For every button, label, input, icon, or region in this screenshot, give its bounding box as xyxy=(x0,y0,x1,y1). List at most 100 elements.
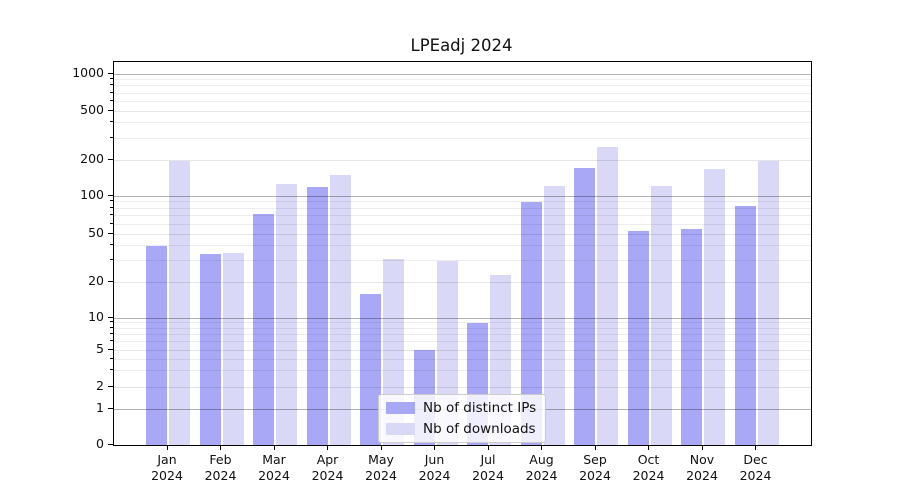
x-tick-label-nov: Nov 2024 xyxy=(672,452,732,483)
x-tick-year: 2024 xyxy=(579,467,611,483)
y-tick-mark xyxy=(108,72,113,74)
gridline-minor xyxy=(114,260,811,262)
gridline-minor xyxy=(114,223,811,225)
y-tick-mark xyxy=(108,385,113,387)
bar-downloads-jan xyxy=(169,160,190,445)
y-tick-mark-minor xyxy=(110,244,113,246)
bar-distinct-ips-dec xyxy=(734,205,756,445)
legend-swatch-distinct-ips xyxy=(386,402,415,414)
y-tick-label: 50 xyxy=(88,225,104,240)
y-tick-label: 500 xyxy=(80,102,104,117)
y-tick-label: 20 xyxy=(88,273,104,288)
x-tick-month: Oct xyxy=(637,452,660,467)
x-tick-mark xyxy=(380,445,382,450)
gridline xyxy=(114,281,811,283)
y-tick-mark xyxy=(108,232,113,234)
x-tick-year: 2024 xyxy=(311,467,344,483)
y-tick-mark-minor xyxy=(110,91,113,93)
gridline-major xyxy=(114,73,811,75)
gridline-minor xyxy=(114,85,811,87)
gridline-minor xyxy=(114,79,811,81)
bar-downloads-mar xyxy=(276,184,297,445)
legend-label-distinct-ips: Nb of distinct IPs xyxy=(423,400,537,416)
legend-entry-downloads: Nb of downloads xyxy=(386,421,536,437)
y-tick-mark-minor xyxy=(110,206,113,208)
y-tick-label: 0 xyxy=(96,436,104,451)
bar-downloads-feb xyxy=(222,252,244,445)
x-tick-label-jul: Jul 2024 xyxy=(458,452,518,483)
x-tick-year: 2024 xyxy=(472,467,504,483)
gridline-minor xyxy=(114,215,811,217)
gridline-minor xyxy=(114,207,811,209)
y-tick-mark-minor xyxy=(110,340,113,342)
y-tick-mark xyxy=(108,158,113,160)
x-tick-year: 2024 xyxy=(632,467,665,483)
gridline-minor xyxy=(114,201,811,203)
gridline-minor xyxy=(114,341,811,343)
bar-distinct-ips-mar xyxy=(253,214,274,445)
y-tick-mark xyxy=(108,443,113,445)
legend-label-downloads: Nb of downloads xyxy=(423,421,536,437)
y-tick-mark-minor xyxy=(110,357,113,359)
y-tick-mark-minor xyxy=(110,259,113,261)
x-tick-month: Nov xyxy=(689,452,715,467)
y-tick-mark xyxy=(108,194,113,196)
y-tick-label: 5 xyxy=(96,341,104,356)
bar-distinct-ips-may xyxy=(360,293,381,445)
gridline-minor xyxy=(114,100,811,102)
bar-downloads-dec xyxy=(757,160,779,445)
bar-distinct-ips-sep xyxy=(574,168,595,445)
y-tick-mark-minor xyxy=(110,332,113,334)
x-tick-label-oct: Oct 2024 xyxy=(619,452,679,483)
y-tick-mark-minor xyxy=(110,369,113,371)
x-tick-month: Apr xyxy=(316,452,339,467)
bar-distinct-ips-oct xyxy=(627,230,649,445)
y-tick-label: 200 xyxy=(80,151,104,166)
legend: Nb of distinct IPs Nb of downloads xyxy=(378,394,547,443)
x-tick-mark xyxy=(487,445,489,450)
legend-swatch-downloads xyxy=(386,423,415,435)
x-tick-mark xyxy=(541,445,542,450)
y-tick-label: 2 xyxy=(96,378,104,393)
x-tick-month: May xyxy=(368,452,394,467)
gridline-minor xyxy=(114,333,811,335)
bar-downloads-oct xyxy=(650,185,672,445)
x-tick-year: 2024 xyxy=(418,467,451,483)
y-tick-mark-minor xyxy=(110,78,113,80)
gridline-minor xyxy=(114,322,811,324)
x-tick-month: Jun xyxy=(424,452,445,467)
y-tick-mark-minor xyxy=(110,222,113,224)
gridline-minor xyxy=(114,92,811,94)
x-tick-mark xyxy=(755,445,756,450)
x-tick-year: 2024 xyxy=(204,467,237,483)
x-tick-month: Jul xyxy=(480,452,496,467)
bar-distinct-ips-aug xyxy=(520,201,542,445)
y-tick-mark-minor xyxy=(110,136,113,138)
x-tick-label-aug: Aug 2024 xyxy=(512,452,572,483)
plot-area xyxy=(113,61,812,446)
x-tick-label-may: May 2024 xyxy=(351,452,411,483)
gridline xyxy=(114,386,811,388)
x-tick-mark xyxy=(166,445,168,450)
gridline-minor xyxy=(114,137,811,139)
x-tick-mark xyxy=(594,445,596,450)
gridline-major xyxy=(114,317,811,319)
x-tick-mark xyxy=(648,445,649,450)
y-tick-mark-minor xyxy=(110,200,113,202)
y-tick-label: 1 xyxy=(96,400,104,415)
bar-distinct-ips-jan xyxy=(146,245,167,445)
bar-distinct-ips-feb xyxy=(199,254,221,445)
y-tick-label: 10 xyxy=(88,309,104,324)
x-tick-mark xyxy=(220,445,221,450)
legend-entry-distinct-ips: Nb of distinct IPs xyxy=(386,400,536,416)
x-tick-label-mar: Mar 2024 xyxy=(244,452,304,483)
y-tick-label: 1000 xyxy=(72,65,104,80)
x-tick-label-feb: Feb 2024 xyxy=(191,452,251,483)
y-tick-mark xyxy=(108,316,113,318)
x-tick-year: 2024 xyxy=(258,467,290,483)
x-tick-month: Feb xyxy=(209,452,232,467)
bar-downloads-sep xyxy=(597,147,618,445)
y-tick-mark-minor xyxy=(110,321,113,323)
bar-distinct-ips-apr xyxy=(306,186,328,445)
